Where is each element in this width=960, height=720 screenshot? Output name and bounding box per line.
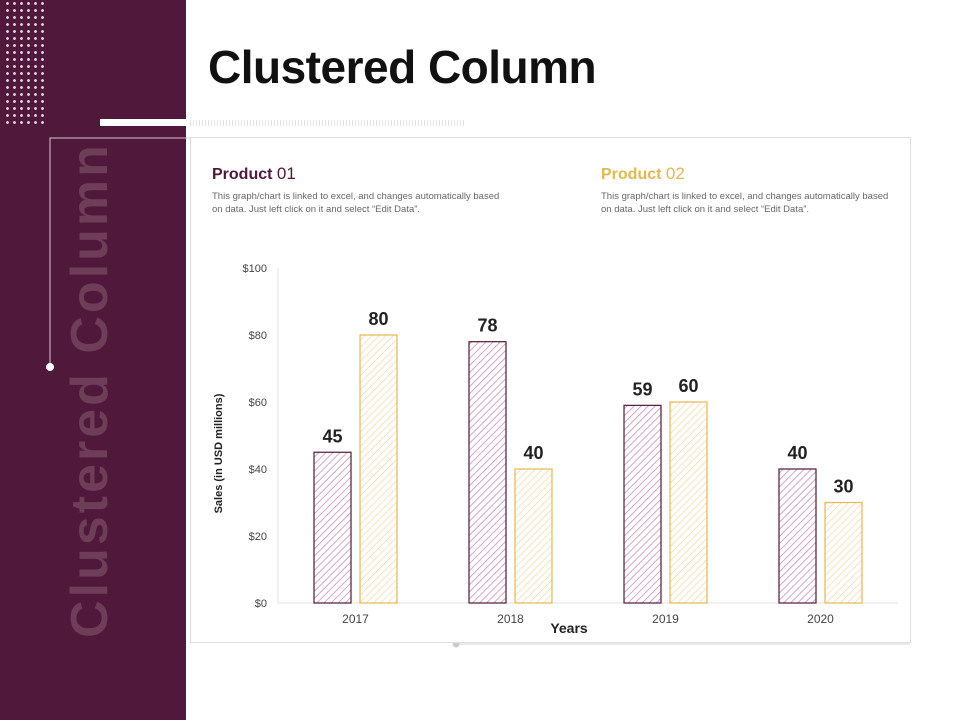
data-label: 78 [477, 316, 497, 336]
y-tick-label: $60 [249, 397, 267, 409]
title-underline [100, 119, 190, 126]
data-label: 60 [678, 376, 698, 396]
data-label: 59 [632, 379, 652, 399]
data-label: 40 [787, 443, 807, 463]
legend-description: This graph/chart is linked to excel, and… [601, 191, 889, 215]
bar-product-01-2018 [468, 341, 507, 604]
legend-product-02: Product 02 This graph/chart is linked to… [601, 164, 901, 216]
y-tick-label: $40 [249, 464, 267, 476]
data-label: 40 [523, 443, 543, 463]
y-axis-title: Sales (in USD millions) [213, 393, 225, 513]
bar-product-02-2020 [824, 501, 863, 604]
bar-product-01-2017 [313, 451, 352, 604]
y-tick-label: $100 [243, 263, 267, 275]
y-tick-label: $0 [255, 598, 267, 610]
data-label: 45 [322, 426, 342, 446]
bar-product-02-2018 [514, 468, 553, 604]
dot-pattern-decoration [4, 0, 48, 124]
legend-product-01: Product 01 This graph/chart is linked to… [212, 164, 512, 216]
legend-label: Product [212, 166, 273, 183]
data-label: 30 [833, 477, 853, 497]
legend-label: Product [601, 166, 662, 183]
legend-number: 02 [665, 164, 685, 183]
legend-title: Product 02 [601, 164, 901, 184]
bar-product-02-2019 [669, 401, 708, 604]
x-tick-label: 2017 [342, 612, 369, 626]
x-tick-label: 2018 [497, 612, 524, 626]
bar-product-01-2020 [778, 468, 817, 604]
legend-number: 01 [276, 164, 296, 183]
title-underline-dashed [190, 120, 466, 126]
bar-product-01-2019 [623, 404, 662, 604]
x-tick-label: 2019 [652, 612, 679, 626]
y-tick-label: $80 [249, 330, 267, 342]
x-axis-title: Years [550, 620, 588, 636]
legend-title: Product 01 [212, 164, 512, 184]
y-tick-label: $20 [249, 531, 267, 543]
legend-description: This graph/chart is linked to excel, and… [212, 191, 500, 215]
bar-product-02-2017 [359, 334, 398, 604]
x-tick-label: 2020 [807, 612, 834, 626]
data-label: 80 [368, 309, 388, 329]
page-title: Clustered Column [208, 41, 597, 93]
